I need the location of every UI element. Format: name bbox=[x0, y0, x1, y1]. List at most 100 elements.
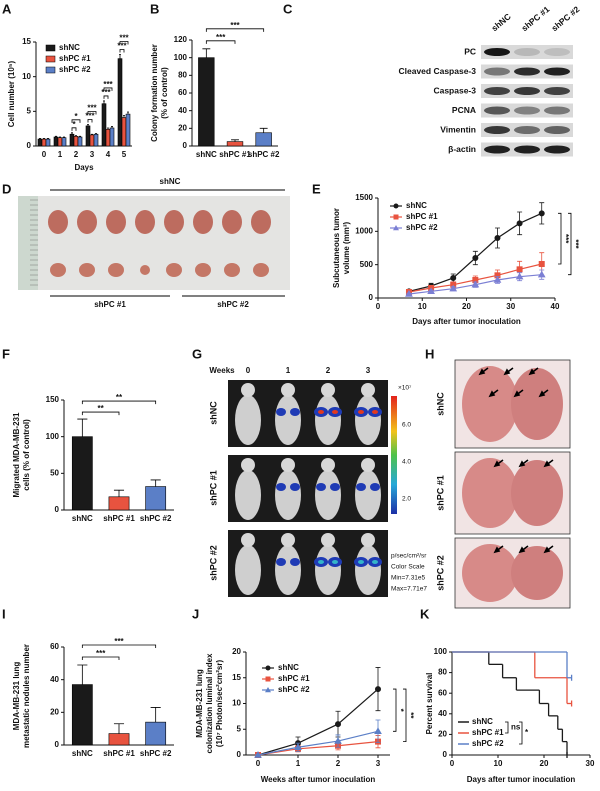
significance-bracket bbox=[71, 119, 81, 123]
tumor bbox=[140, 265, 150, 275]
blot-band bbox=[544, 145, 570, 154]
y-tick-label: 100 bbox=[174, 53, 188, 62]
marker bbox=[335, 721, 341, 728]
y-axis-label: cells (% of control) bbox=[22, 419, 31, 491]
error-bar bbox=[77, 418, 88, 437]
significance-label: *** bbox=[571, 239, 580, 249]
significance-bracket bbox=[403, 688, 407, 743]
lung-lobe bbox=[511, 460, 563, 526]
protein-label: Vimentin bbox=[440, 124, 476, 134]
bar bbox=[71, 436, 93, 511]
error-bar bbox=[47, 137, 49, 140]
x-tick-label: 30 bbox=[506, 302, 515, 311]
tumor bbox=[50, 263, 66, 277]
error-bar bbox=[77, 664, 88, 685]
y-axis-label: (% of control) bbox=[160, 67, 169, 119]
scale-tick-label: 2.0 bbox=[402, 496, 411, 503]
bar bbox=[145, 486, 167, 511]
scale-multiplier: ×10⁷ bbox=[398, 385, 412, 392]
legend-marker bbox=[393, 225, 399, 231]
panel-letter: B bbox=[150, 1, 159, 16]
x-tick-label: 5 bbox=[122, 150, 127, 159]
x-tick-label: 1 bbox=[58, 150, 63, 159]
mouse bbox=[355, 545, 381, 595]
legend-label: shNC bbox=[406, 201, 427, 210]
error-bar bbox=[63, 136, 65, 138]
group-label: shPC #2 bbox=[208, 545, 218, 581]
significance-label: ** bbox=[406, 712, 415, 719]
y-tick-label: 0 bbox=[369, 293, 374, 302]
mouse bbox=[235, 395, 261, 445]
protein-label: Caspase-3 bbox=[433, 85, 476, 95]
error-bar bbox=[150, 707, 161, 723]
y-tick-label: 20 bbox=[232, 647, 241, 656]
protein-label: PC bbox=[464, 46, 476, 56]
y-tick-label: 5 bbox=[27, 106, 32, 115]
bar bbox=[226, 141, 244, 147]
significance-label: * bbox=[525, 728, 529, 737]
y-tick-label: 40 bbox=[50, 675, 59, 684]
panel-letter: K bbox=[420, 606, 430, 621]
bar bbox=[108, 496, 130, 511]
mouse-head bbox=[321, 458, 335, 472]
x-tick-label: 0 bbox=[450, 759, 455, 768]
blot-band bbox=[514, 106, 540, 115]
mouse-head bbox=[321, 533, 335, 547]
mouse bbox=[275, 545, 301, 595]
mouse bbox=[315, 470, 341, 520]
tumor bbox=[79, 263, 95, 277]
error-bar bbox=[75, 135, 77, 137]
error-bar bbox=[43, 137, 45, 140]
error-bar bbox=[59, 136, 61, 138]
legend-label: shPC #2 bbox=[406, 223, 438, 232]
blot-band bbox=[484, 106, 510, 115]
error-bar bbox=[123, 115, 125, 118]
legend-label: shNC bbox=[59, 43, 80, 52]
marker bbox=[375, 686, 381, 693]
y-axis-label: Subcutaneous tumor bbox=[332, 208, 341, 288]
legend-label: shPC #1 bbox=[278, 674, 310, 683]
tumor bbox=[108, 263, 124, 277]
x-tick-label: 2 bbox=[336, 759, 341, 768]
color-scale bbox=[391, 396, 397, 514]
arrow bbox=[528, 367, 539, 376]
mouse bbox=[275, 470, 301, 520]
y-tick-label: 0 bbox=[443, 750, 448, 759]
x-tick-label: 20 bbox=[462, 302, 471, 311]
lung-lobe bbox=[462, 366, 518, 442]
group-label: shPC #2 bbox=[217, 300, 249, 309]
significance-bracket bbox=[71, 127, 77, 131]
marker bbox=[538, 210, 545, 217]
marker bbox=[538, 261, 545, 267]
marker bbox=[472, 255, 479, 261]
error-bar bbox=[39, 137, 41, 140]
legend-label: shPC #1 bbox=[59, 54, 91, 63]
blot-band bbox=[514, 126, 540, 134]
significance-bracket bbox=[119, 49, 125, 53]
mouse bbox=[235, 545, 261, 595]
marker bbox=[334, 737, 342, 744]
error-bar bbox=[95, 133, 97, 135]
bar bbox=[73, 135, 79, 147]
legend-marker bbox=[393, 203, 399, 209]
x-tick-label: shPC #2 bbox=[140, 514, 172, 523]
x-axis-label: Days after tumor inoculation bbox=[467, 775, 576, 784]
x-tick-label: shNC bbox=[196, 150, 217, 159]
signal-core bbox=[318, 560, 324, 564]
error-bar bbox=[111, 126, 113, 128]
arrow bbox=[493, 459, 504, 468]
signal-core bbox=[372, 560, 378, 564]
arrow bbox=[503, 367, 514, 376]
scale-text: Color Scale bbox=[391, 564, 425, 571]
blot-band bbox=[484, 87, 510, 95]
bar bbox=[37, 138, 43, 147]
series-line bbox=[257, 741, 379, 756]
y-axis-label: Migrated MDA-MB-231 bbox=[12, 412, 21, 497]
x-tick-label: 3 bbox=[90, 150, 95, 159]
significance-label: *** bbox=[216, 33, 226, 42]
significance-bracket bbox=[558, 212, 562, 265]
tumor bbox=[135, 210, 155, 234]
y-tick-label: 20 bbox=[178, 123, 187, 132]
group-label: shPC #2 bbox=[435, 555, 445, 591]
bar bbox=[89, 134, 95, 147]
